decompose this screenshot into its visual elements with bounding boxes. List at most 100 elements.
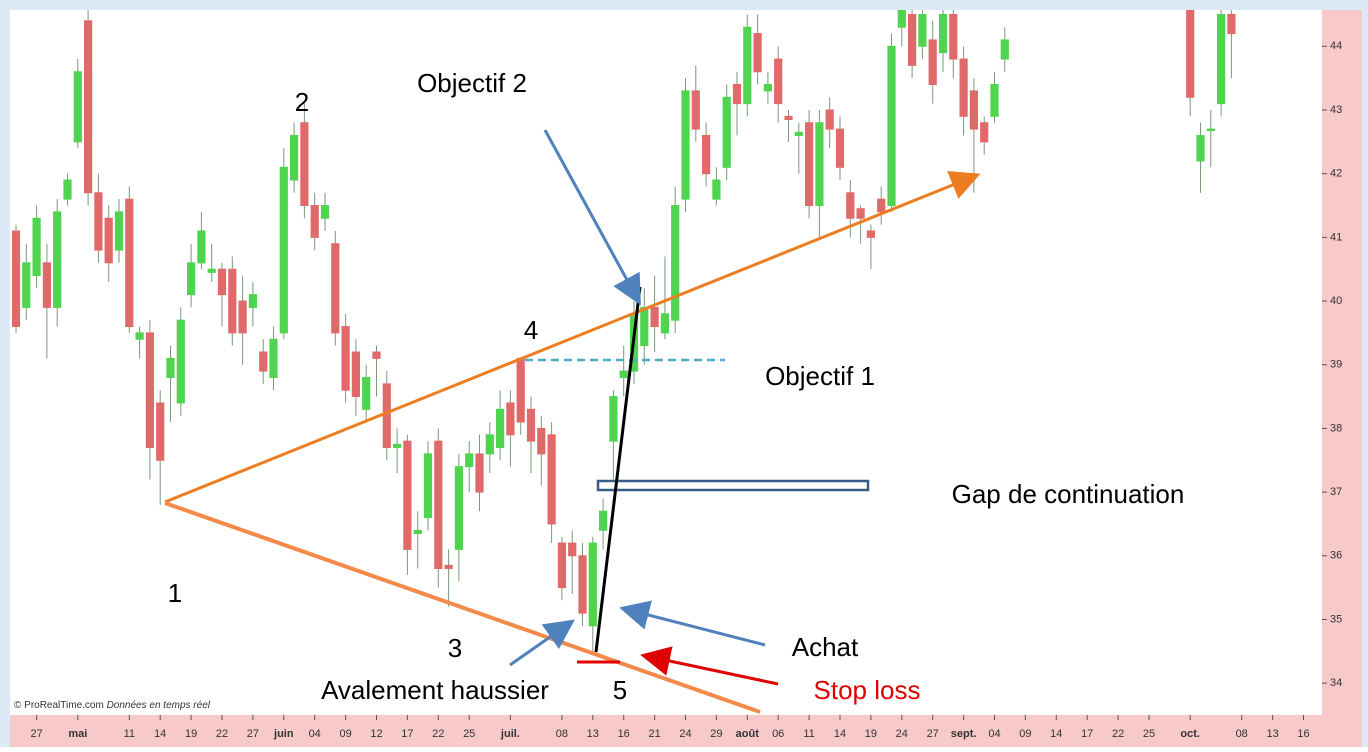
candle-body [176, 319, 185, 404]
candle-body [1000, 39, 1009, 60]
candle-body [496, 408, 505, 449]
x-tick-label: 09 [1019, 728, 1031, 740]
x-tick-label: 25 [1143, 728, 1155, 740]
candle-body [248, 294, 258, 308]
x-tick-label: 17 [1081, 728, 1093, 740]
candle-body [856, 208, 865, 219]
x-tick-label: 09 [339, 728, 351, 740]
candle-body [372, 351, 381, 359]
candle-body [114, 211, 124, 251]
annotation: Objectif 2 [417, 68, 527, 98]
candle-body [403, 440, 412, 550]
candle-body [712, 179, 721, 200]
x-tick-label: 11 [124, 728, 135, 740]
x-tick-label: mai [68, 728, 87, 740]
candle-body [320, 205, 330, 219]
trend-line [164, 171, 981, 504]
candle-body [259, 351, 268, 372]
candle-body [269, 338, 278, 378]
candle-body [145, 332, 155, 449]
candle-body [73, 71, 82, 143]
candle-body [11, 230, 21, 328]
gap-box [596, 479, 870, 492]
x-tick-label: 16 [618, 728, 630, 740]
candle-body [990, 84, 999, 117]
x-tick-label: 22 [1112, 728, 1124, 740]
candle-body [32, 217, 41, 277]
candle-body [877, 198, 886, 213]
candle-body [485, 434, 494, 455]
candle-body [537, 427, 546, 455]
x-tick-label: 17 [401, 728, 413, 740]
x-tick-label: 14 [1050, 728, 1062, 740]
candle-body [784, 115, 793, 121]
candle-body [1186, 10, 1195, 98]
candle-body [444, 564, 453, 570]
y-tick-label: 36 [1330, 550, 1342, 562]
candle-body [1206, 128, 1215, 132]
candle-body [835, 128, 845, 168]
candle-body [279, 166, 288, 334]
x-tick-label: 22 [432, 728, 444, 740]
x-tick-label: 12 [370, 728, 382, 740]
x-tick-label: août [736, 728, 760, 740]
x-tick-label: 06 [772, 728, 784, 740]
candle-body [671, 205, 680, 321]
annotation: 4 [524, 315, 538, 345]
candle-body [774, 58, 783, 105]
annotation: Achat [792, 632, 859, 662]
candle-body [526, 408, 536, 442]
candle-body [423, 453, 433, 519]
y-tick-label: 38 [1330, 422, 1342, 434]
x-tick-label: 24 [679, 728, 691, 740]
x-tick-label: 25 [463, 728, 475, 740]
candle-body [805, 122, 814, 207]
x-tick-label: 27 [927, 728, 939, 740]
annotation: 2 [295, 87, 309, 117]
x-tick-label: 08 [556, 728, 568, 740]
y-tick-label: 44 [1330, 40, 1342, 52]
candles [11, 10, 1236, 652]
x-tick-label: 13 [1266, 728, 1278, 740]
candle-body [578, 555, 587, 614]
x-tick-label: 04 [309, 728, 321, 740]
candle-body [310, 205, 319, 238]
candle-body [959, 58, 968, 117]
candle-body [135, 332, 144, 340]
candle-body [866, 230, 875, 238]
annotation: Stop loss [814, 675, 921, 705]
trend-line [164, 501, 761, 714]
x-tick-label: oct. [1180, 728, 1200, 740]
candle-body [918, 13, 927, 47]
candle-body [660, 313, 669, 334]
source: © ProRealTime.com Données en temps réel [14, 700, 211, 711]
y-tick-label: 43 [1330, 104, 1342, 116]
x-tick-label: 11 [803, 728, 814, 740]
candle-body [547, 434, 556, 525]
candle-body [897, 10, 906, 28]
candle-body [753, 33, 762, 73]
candle-body [465, 453, 474, 468]
y-tick-label: 41 [1330, 231, 1342, 243]
annotation: 5 [613, 675, 627, 705]
x-tick-label: 14 [154, 728, 166, 740]
x-tick-label: 14 [834, 728, 846, 740]
candle-body [84, 20, 93, 194]
y-tick-label: 34 [1330, 677, 1342, 689]
x-tick-label: 08 [1236, 728, 1248, 740]
candle-body [94, 192, 103, 251]
candle-body [928, 39, 937, 86]
y-tick-label: 42 [1330, 168, 1342, 180]
candle-body [557, 542, 566, 589]
candle-body [640, 306, 649, 347]
annotations: Objectif 2 2 4 Objectif 1 Gap de continu… [14, 68, 1184, 714]
candle-body [722, 96, 731, 168]
x-tick-label: 04 [988, 728, 1000, 740]
candle-body [156, 402, 165, 461]
x-tick-label: juin [273, 728, 294, 740]
candle-body [743, 26, 752, 105]
candle-body [938, 13, 948, 54]
candle-body [619, 370, 628, 378]
arrow [509, 619, 575, 667]
candle-body [691, 90, 700, 130]
